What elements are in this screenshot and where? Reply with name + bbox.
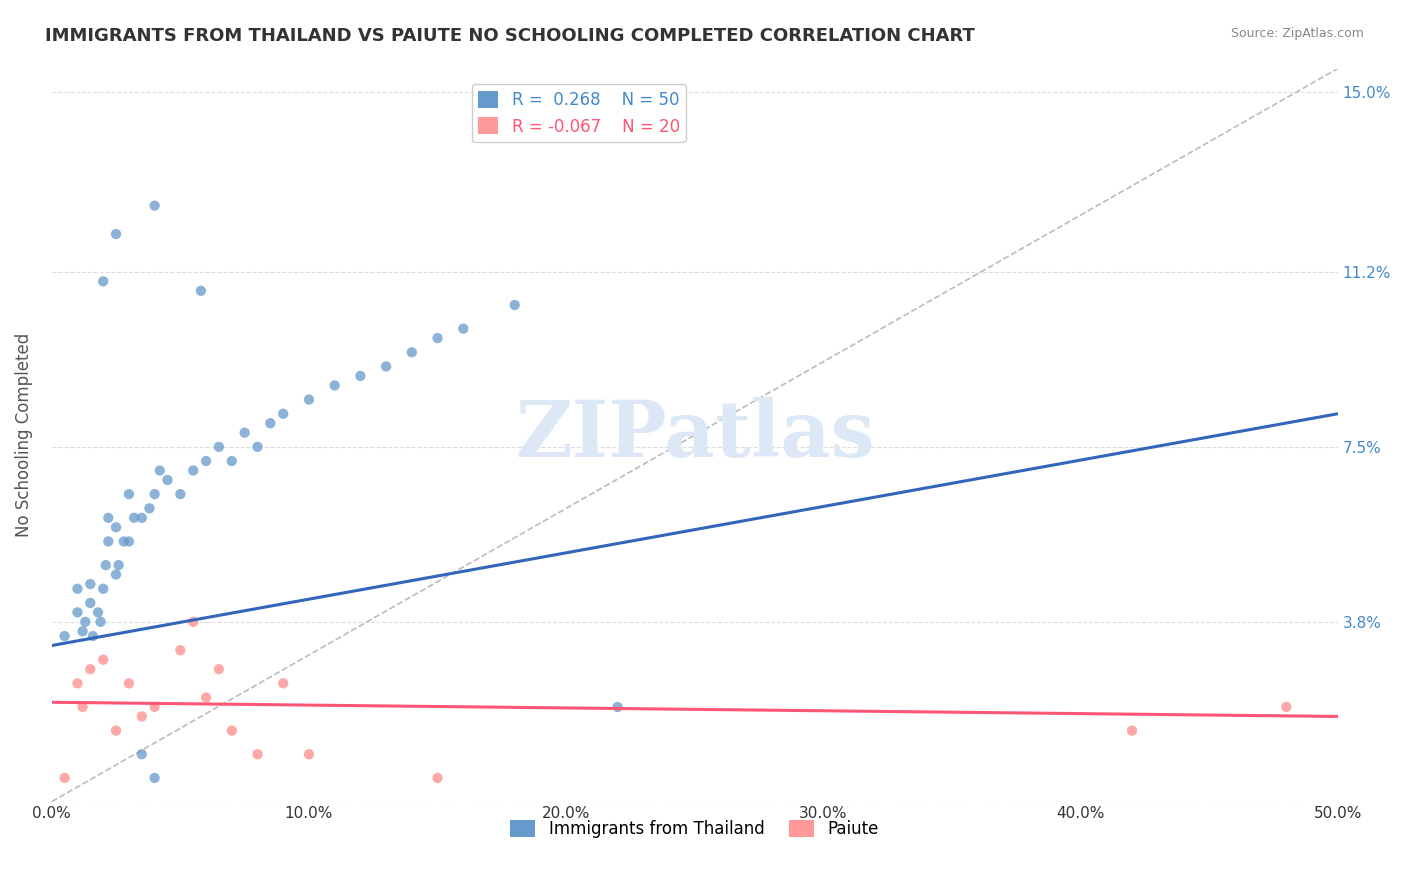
Point: [53, 771, 76, 785]
Point: [323, 378, 346, 392]
Point: [72, 700, 94, 714]
Point: [82, 629, 104, 643]
Point: [97, 511, 120, 525]
Point: [271, 676, 294, 690]
Point: [156, 473, 179, 487]
Point: [66, 676, 89, 690]
Point: [143, 771, 166, 785]
Point: [208, 662, 231, 676]
Point: [259, 416, 281, 430]
Point: [503, 298, 526, 312]
Point: [90, 615, 112, 629]
Point: [131, 709, 153, 723]
Point: [181, 615, 204, 629]
Point: [118, 534, 141, 549]
Point: [298, 747, 321, 762]
Text: ZIPatlas: ZIPatlas: [515, 397, 875, 473]
Point: [181, 463, 204, 477]
Point: [1121, 723, 1143, 738]
Point: [143, 199, 166, 213]
Point: [169, 487, 191, 501]
Point: [118, 487, 141, 501]
Point: [426, 331, 449, 345]
Point: [195, 454, 218, 468]
Point: [75, 615, 97, 629]
Point: [66, 606, 89, 620]
Point: [53, 629, 76, 643]
Point: [271, 407, 294, 421]
Point: [298, 392, 321, 407]
Legend: Immigrants from Thailand, Paiute: Immigrants from Thailand, Paiute: [503, 813, 886, 845]
Point: [79, 577, 101, 591]
Point: [91, 653, 114, 667]
Point: [105, 520, 128, 534]
Point: [195, 690, 218, 705]
Text: Source: ZipAtlas.com: Source: ZipAtlas.com: [1230, 27, 1364, 40]
Point: [246, 747, 269, 762]
Point: [451, 321, 474, 335]
Point: [79, 662, 101, 676]
Point: [105, 567, 128, 582]
Point: [349, 368, 371, 383]
Point: [87, 606, 110, 620]
Point: [143, 487, 166, 501]
Point: [66, 582, 89, 596]
Point: [1275, 700, 1298, 714]
Point: [105, 723, 128, 738]
Point: [149, 463, 172, 477]
Point: [606, 700, 628, 714]
Point: [79, 596, 101, 610]
Text: IMMIGRANTS FROM THAILAND VS PAIUTE NO SCHOOLING COMPLETED CORRELATION CHART: IMMIGRANTS FROM THAILAND VS PAIUTE NO SC…: [45, 27, 974, 45]
Point: [138, 501, 160, 516]
Point: [221, 454, 243, 468]
Point: [105, 227, 128, 241]
Point: [426, 771, 449, 785]
Point: [375, 359, 398, 374]
Point: [246, 440, 269, 454]
Point: [72, 624, 94, 639]
Point: [97, 534, 120, 549]
Y-axis label: No Schooling Completed: No Schooling Completed: [15, 333, 32, 537]
Point: [118, 676, 141, 690]
Point: [131, 511, 153, 525]
Point: [233, 425, 256, 440]
Point: [143, 700, 166, 714]
Point: [91, 582, 114, 596]
Point: [112, 534, 135, 549]
Point: [401, 345, 423, 359]
Point: [221, 723, 243, 738]
Point: [91, 274, 114, 288]
Point: [107, 558, 129, 573]
Point: [94, 558, 117, 573]
Point: [169, 643, 191, 657]
Point: [122, 511, 145, 525]
Point: [190, 284, 212, 298]
Point: [131, 747, 153, 762]
Point: [208, 440, 231, 454]
